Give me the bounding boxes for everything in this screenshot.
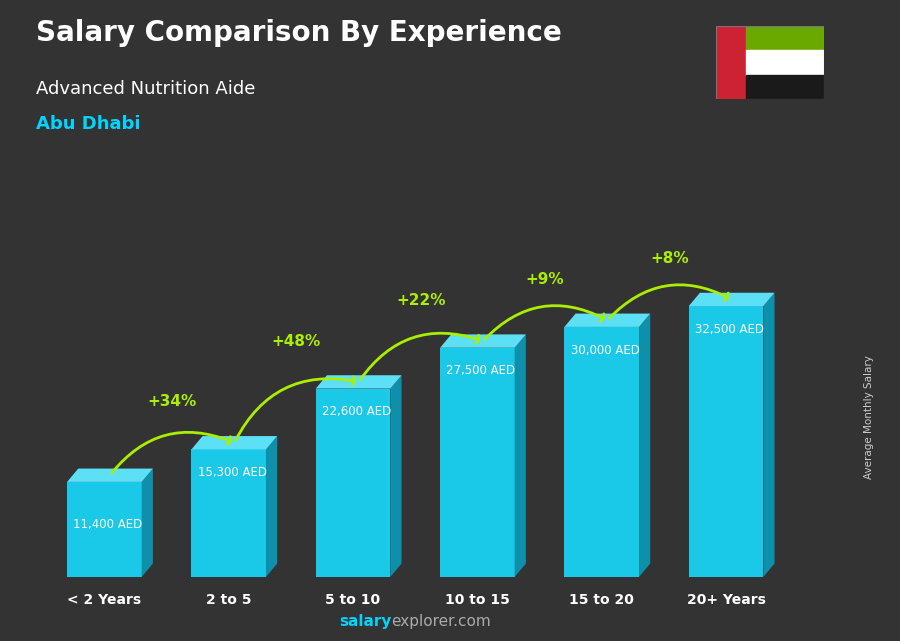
- Text: Salary Comparison By Experience: Salary Comparison By Experience: [36, 19, 562, 47]
- Polygon shape: [68, 469, 153, 482]
- Polygon shape: [391, 375, 401, 577]
- Text: +22%: +22%: [396, 293, 446, 308]
- Text: +8%: +8%: [650, 251, 688, 266]
- Text: 32,500 AED: 32,500 AED: [695, 322, 764, 336]
- Polygon shape: [141, 469, 153, 577]
- Text: explorer.com: explorer.com: [392, 615, 491, 629]
- Bar: [716, 26, 746, 99]
- Polygon shape: [763, 293, 775, 577]
- Text: Advanced Nutrition Aide: Advanced Nutrition Aide: [36, 80, 256, 98]
- Polygon shape: [564, 327, 639, 577]
- Polygon shape: [192, 436, 277, 449]
- Bar: [746, 26, 824, 50]
- Bar: [746, 75, 824, 99]
- Text: +34%: +34%: [148, 394, 197, 410]
- Polygon shape: [316, 375, 401, 388]
- Polygon shape: [316, 388, 391, 577]
- Polygon shape: [440, 335, 526, 347]
- Text: 22,600 AED: 22,600 AED: [322, 405, 392, 418]
- Text: +48%: +48%: [272, 333, 321, 349]
- Polygon shape: [515, 335, 526, 577]
- Text: Abu Dhabi: Abu Dhabi: [36, 115, 140, 133]
- Text: +9%: +9%: [526, 272, 564, 287]
- Polygon shape: [266, 436, 277, 577]
- Polygon shape: [688, 293, 775, 306]
- Polygon shape: [68, 482, 141, 577]
- Text: 11,400 AED: 11,400 AED: [73, 518, 142, 531]
- Polygon shape: [564, 313, 650, 327]
- Text: salary: salary: [339, 615, 392, 629]
- Text: 27,500 AED: 27,500 AED: [446, 364, 516, 378]
- Polygon shape: [639, 313, 650, 577]
- Text: 30,000 AED: 30,000 AED: [571, 344, 640, 356]
- Polygon shape: [688, 306, 763, 577]
- Polygon shape: [192, 449, 266, 577]
- Bar: [746, 50, 824, 75]
- Polygon shape: [440, 347, 515, 577]
- Text: Average Monthly Salary: Average Monthly Salary: [863, 354, 874, 479]
- Text: 15,300 AED: 15,300 AED: [198, 466, 266, 479]
